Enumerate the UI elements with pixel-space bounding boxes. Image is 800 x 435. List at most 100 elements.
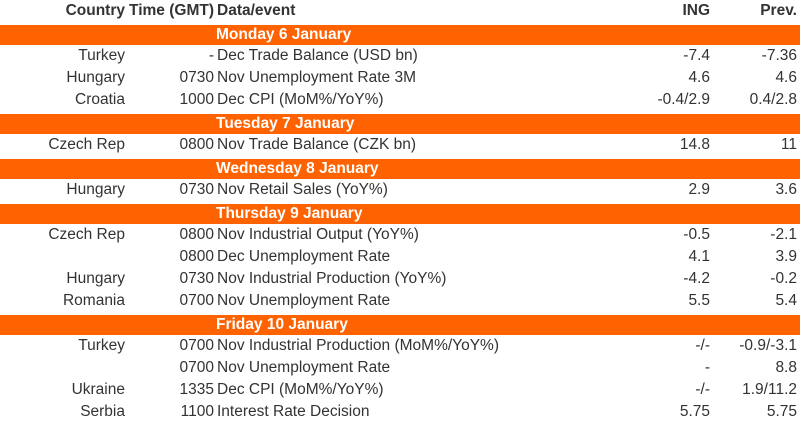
cell-prev: -0.2	[770, 270, 797, 287]
cell-country: Serbia	[80, 403, 125, 420]
table-row: Hungary 0730 Nov Industrial Production (Yo…	[0, 268, 800, 290]
header-prev: Prev.	[760, 2, 797, 19]
cell-ing: -7.4	[683, 47, 710, 64]
cell-country: Romania	[62, 292, 125, 309]
cell-country: Czech Rep	[48, 136, 125, 153]
cell-country: Turkey	[78, 337, 125, 354]
cell-time: 0800	[179, 226, 214, 243]
table-body: Monday 6 January Turkey - Dec Trade Balance…	[0, 22, 800, 424]
cell-time: 0800	[179, 248, 214, 265]
cell-prev: 5.4	[775, 292, 797, 309]
cell-prev: 4.6	[775, 69, 797, 86]
cell-country: Hungary	[66, 270, 125, 287]
table-row: Croatia 1000 Dec CPI (MoM%/YoY%) -0.4/2.9 0.…	[0, 89, 800, 113]
cell-event: Nov Unemployment Rate	[217, 292, 391, 309]
table-row: 0800 Dec Unemployment Rate 4.1 3.9	[0, 246, 800, 268]
cell-prev: -0.9/-3.1	[739, 337, 797, 354]
header-row: Country Time (GMT) Data/event ING Prev.	[0, 0, 800, 24]
cell-ing: -0.4/2.9	[657, 91, 710, 108]
cell-event: Nov Unemployment Rate 3M	[217, 69, 416, 86]
header-ing: ING	[682, 2, 710, 19]
cell-time: 0700	[179, 337, 214, 354]
cell-time: 0730	[179, 270, 214, 287]
day-header-spacer	[0, 312, 214, 335]
cell-time: 1100	[180, 403, 214, 420]
day-label: Tuesday 7 January	[214, 111, 800, 134]
cell-prev: 3.9	[775, 248, 797, 265]
table-row: Romania 0700 Nov Unemployment Rate 5.5 5.4	[0, 290, 800, 314]
cell-ing: 4.1	[688, 248, 710, 265]
day-label: Wednesday 8 January	[214, 156, 800, 179]
cell-event: Dec Trade Balance (USD bn)	[217, 47, 418, 64]
cell-ing: -	[704, 359, 710, 376]
cell-event: Dec CPI (MoM%/YoY%)	[217, 91, 384, 108]
cell-prev: 0.4/2.8	[749, 91, 797, 108]
cell-prev: -2.1	[770, 226, 797, 243]
cell-prev: 8.8	[775, 359, 797, 376]
cell-event: Dec Unemployment Rate	[217, 248, 391, 265]
cell-time: 1000	[179, 91, 214, 108]
table-row: Serbia 1100 Interest Rate Decision 5.75 5.75	[0, 401, 800, 423]
economic-calendar-table: Country Time (GMT) Data/event ING Prev. …	[0, 0, 800, 424]
cell-time: 0700	[179, 292, 214, 309]
day-header-row: Wednesday 8 January	[0, 156, 800, 179]
day-header-row: Monday 6 January	[0, 22, 800, 45]
table-row: Ukraine 1335 Dec CPI (MoM%/YoY%) -/- 1.9/11.…	[0, 379, 800, 401]
day-label: Thursday 9 January	[214, 201, 800, 224]
cell-ing: -/-	[695, 381, 710, 398]
cell-time: -	[208, 47, 214, 64]
cell-country	[0, 246, 125, 268]
cell-event: Interest Rate Decision	[217, 403, 370, 420]
cell-country: Hungary	[66, 181, 125, 198]
cell-prev: 3.6	[775, 181, 797, 198]
day-label: Monday 6 January	[214, 22, 800, 45]
day-header-spacer	[0, 201, 214, 224]
cell-time: 1335	[179, 381, 214, 398]
day-label: Friday 10 January	[214, 312, 800, 335]
cell-ing: -4.2	[683, 270, 710, 287]
table-row: Hungary 0730 Nov Unemployment Rate 3M 4.6 4.…	[0, 67, 800, 89]
table-row: Czech Rep 0800 Nov Trade Balance (CZK bn) 1…	[0, 134, 800, 158]
day-header-row: Thursday 9 January	[0, 201, 800, 224]
cell-prev: 11	[780, 136, 797, 153]
cell-ing: 2.9	[688, 181, 710, 198]
cell-event: Nov Industrial Production (MoM%/YoY%)	[217, 337, 499, 354]
cell-ing: -/-	[695, 337, 710, 354]
cell-prev: 1.9/11.2	[742, 381, 797, 398]
cell-country	[0, 357, 125, 379]
cell-event: Nov Industrial Output (YoY%)	[217, 226, 419, 243]
cell-event: Nov Unemployment Rate	[217, 359, 391, 376]
header-time: Time (GMT)	[129, 2, 214, 19]
table-row: Turkey 0700 Nov Industrial Production (MoM…	[0, 335, 800, 357]
cell-country: Ukraine	[71, 381, 125, 398]
cell-country: Hungary	[66, 69, 125, 86]
day-header-row: Tuesday 7 January	[0, 111, 800, 134]
table-row: 0700 Nov Unemployment Rate - 8.8	[0, 357, 800, 379]
cell-country: Croatia	[75, 91, 125, 108]
header-country: Country	[65, 2, 125, 19]
cell-ing: 14.8	[679, 136, 710, 153]
cell-time: 0730	[179, 69, 214, 86]
cell-prev: -7.36	[761, 47, 797, 64]
header-event: Data/event	[217, 2, 296, 19]
cell-country: Turkey	[78, 47, 125, 64]
cell-event: Dec CPI (MoM%/YoY%)	[217, 381, 384, 398]
table-row: Turkey - Dec Trade Balance (USD bn) -7.4 -7.…	[0, 45, 800, 67]
day-header-spacer	[0, 156, 214, 179]
table-row: Czech Rep 0800 Nov Industrial Output (YoY%…	[0, 224, 800, 246]
cell-event: Nov Retail Sales (YoY%)	[217, 181, 388, 198]
cell-event: Nov Industrial Production (YoY%)	[217, 270, 447, 287]
table-row: Hungary 0730 Nov Retail Sales (YoY%) 2.9 3.6	[0, 179, 800, 203]
day-header-spacer	[0, 22, 214, 45]
cell-ing: -0.5	[683, 226, 710, 243]
cell-prev: 5.75	[766, 403, 797, 420]
cell-ing: 5.75	[679, 403, 710, 420]
cell-time: 0730	[179, 181, 214, 198]
cell-time: 0700	[179, 359, 214, 376]
cell-ing: 5.5	[688, 292, 710, 309]
cell-event: Nov Trade Balance (CZK bn)	[217, 136, 417, 153]
cell-country: Czech Rep	[48, 226, 125, 243]
day-header-row: Friday 10 January	[0, 312, 800, 335]
cell-ing: 4.6	[688, 69, 710, 86]
cell-time: 0800	[179, 136, 214, 153]
